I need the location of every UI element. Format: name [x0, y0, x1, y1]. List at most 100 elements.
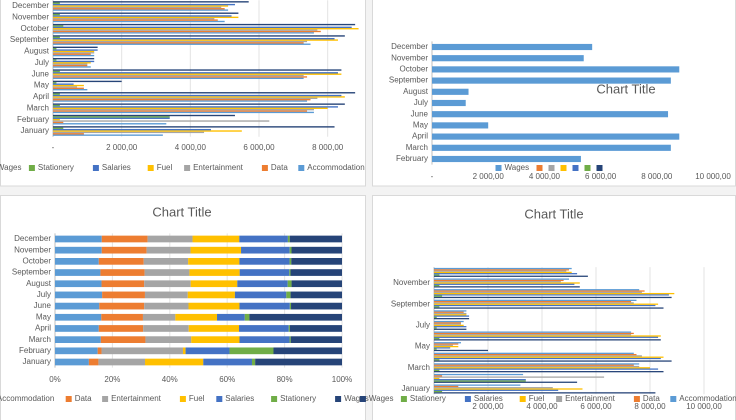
bar-segment [191, 336, 240, 343]
bar-segment [289, 235, 342, 243]
bar-segment [187, 291, 235, 299]
bar [432, 133, 680, 140]
bar [53, 35, 345, 37]
bar [53, 111, 314, 114]
bar [53, 74, 304, 77]
legend-label: Stationery [410, 394, 446, 403]
bar [53, 28, 359, 30]
bar [53, 104, 60, 107]
legend-marker [519, 396, 526, 402]
bar-segment [143, 325, 189, 332]
bar [434, 326, 467, 328]
x-tick-label: 2 000,00 [473, 172, 505, 181]
bar [53, 114, 235, 117]
x-tick-label: 10 000,00 [686, 402, 722, 411]
bar [53, 97, 318, 99]
y-tick-label: May [34, 81, 49, 90]
legend-marker [548, 165, 555, 171]
bar [434, 310, 467, 312]
bar [53, 53, 91, 55]
bar [434, 271, 572, 274]
legend-marker [495, 165, 502, 171]
bar [53, 96, 345, 98]
bar [53, 9, 229, 11]
bar [53, 69, 342, 71]
bar [53, 29, 318, 31]
chart-title: Chart Title [596, 81, 655, 96]
bar [53, 66, 91, 68]
legend-marker [596, 165, 603, 171]
bar [53, 128, 211, 131]
y-tick-label: October [21, 24, 50, 33]
bar-segment [101, 246, 147, 254]
bar-segment [251, 358, 256, 366]
bar-segment [289, 258, 292, 265]
bar [434, 339, 661, 341]
bar-segment [147, 235, 193, 243]
bar-segment [239, 269, 290, 276]
bar [53, 19, 218, 21]
bar [434, 363, 640, 365]
bar-segment [289, 269, 291, 276]
bar [434, 316, 437, 319]
bar-segment [288, 325, 290, 332]
bar [434, 390, 443, 393]
bar [53, 63, 88, 65]
y-tick-label: March [27, 103, 49, 112]
legend-label: Accommodation [679, 394, 736, 403]
bar [53, 126, 335, 128]
bar-segment [289, 336, 291, 343]
legend-marker [584, 165, 591, 171]
bar [434, 376, 605, 378]
y-tick-label: May [36, 312, 51, 321]
bar [434, 357, 661, 360]
bar [434, 380, 526, 382]
bar-segment [190, 246, 242, 254]
chart-title: Chart Title [152, 204, 211, 219]
x-tick-label: 2 000,00 [106, 143, 138, 152]
bar [434, 352, 634, 354]
bar [434, 347, 451, 349]
bar [434, 314, 467, 316]
bar [434, 284, 440, 287]
bar [434, 273, 578, 275]
x-tick-label: 40% [162, 375, 178, 384]
legend-label: Entertainment [193, 163, 244, 172]
bar [434, 337, 440, 340]
bar-segment [255, 358, 342, 366]
bar-segment [188, 325, 240, 332]
bar-segment [241, 246, 290, 254]
bar [53, 64, 88, 67]
bar [434, 303, 659, 305]
legend-label: Entertainment [111, 394, 162, 403]
bar [53, 110, 308, 112]
bar [434, 294, 669, 296]
bar-segment [189, 269, 240, 276]
y-tick-label: September [391, 299, 430, 308]
bar [434, 302, 634, 304]
bar [434, 307, 664, 309]
bar [53, 36, 60, 39]
bar [53, 54, 95, 57]
y-tick-label: July [35, 58, 49, 67]
bar [53, 87, 84, 90]
bar [434, 291, 642, 293]
bar-segment [234, 291, 287, 299]
bar [53, 59, 57, 61]
bar [434, 336, 659, 338]
bar [434, 306, 440, 308]
bar-segment [98, 325, 144, 332]
bar [434, 279, 564, 282]
bar [434, 385, 459, 388]
legend-marker [261, 165, 268, 171]
bar [434, 331, 632, 333]
bar [434, 369, 440, 372]
bar-segment [175, 313, 218, 321]
bar [434, 392, 656, 394]
bar [53, 8, 225, 10]
bar [53, 130, 242, 132]
y-tick-label: September [10, 35, 49, 44]
bar-segment [287, 280, 292, 288]
y-tick-label: April [33, 92, 49, 101]
bar-segment [290, 269, 342, 276]
